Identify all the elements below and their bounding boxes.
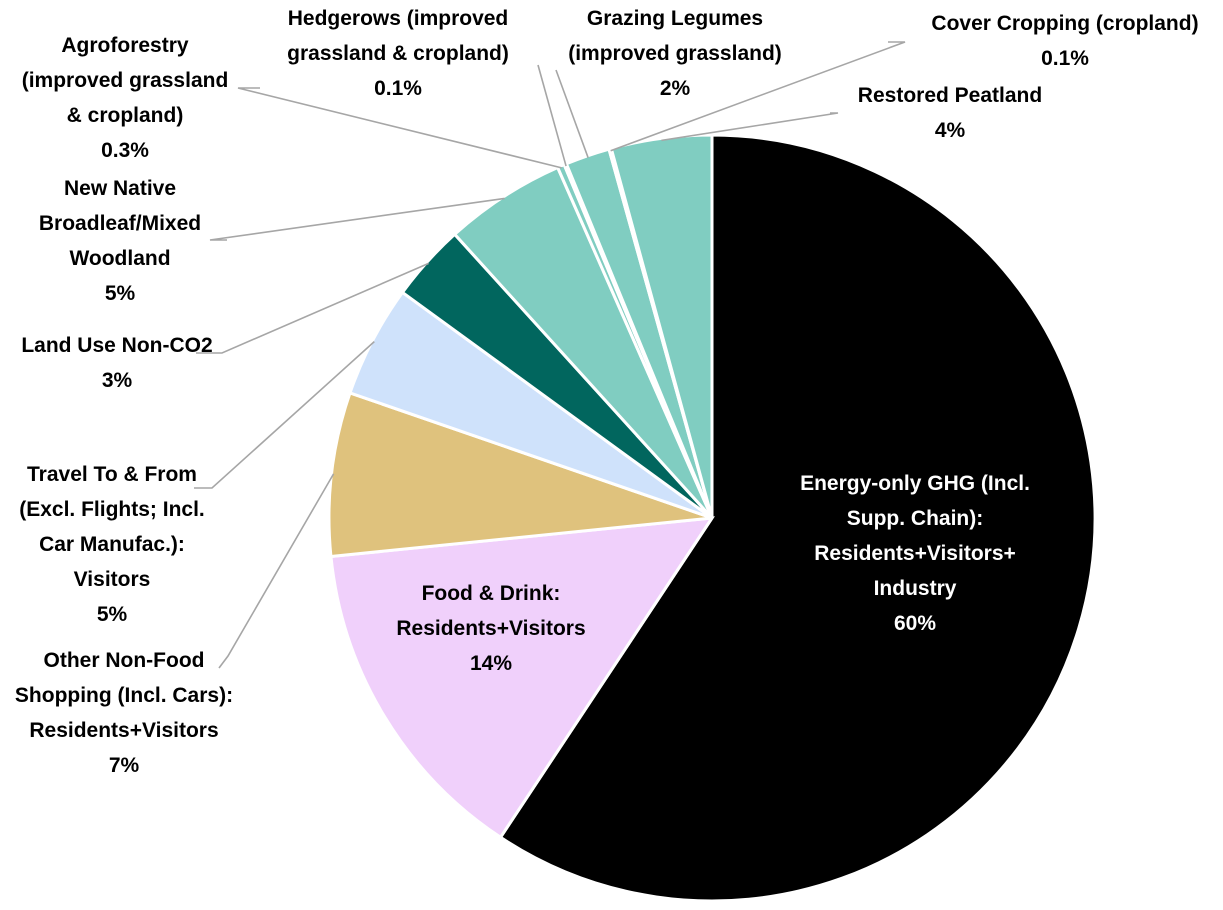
slice-label-line: Broadleaf/Mixed <box>39 212 201 235</box>
slice-percent-peatland: 4% <box>935 119 966 142</box>
slice-label-agroforestry: Agroforestry (improved grassland & croplan… <box>22 34 229 162</box>
slice-label-line: Residents+Visitors <box>396 617 585 640</box>
slice-label-line: & cropland) <box>67 104 184 127</box>
leader-line-legumes <box>555 69 589 158</box>
slice-label-line: Residents+Visitors+ <box>814 542 1016 565</box>
slice-label-line: Energy-only GHG (Incl. <box>800 472 1030 495</box>
slice-label-covercrop: Cover Cropping (cropland) 0.1% <box>931 12 1198 70</box>
leader-line-covercrop <box>610 41 906 152</box>
slice-labels: Energy-only GHG (Incl. Supp. Chain): Resid… <box>15 7 1199 777</box>
leader-line-hedgerows <box>537 64 567 167</box>
slice-label-line: (improved grassland) <box>568 42 782 65</box>
pie-slice-food <box>329 516 715 840</box>
slice-label-line: grassland & cropland) <box>287 42 509 65</box>
slice-label-travel: Travel To & From (Excl. Flights; Incl. Car… <box>19 463 205 626</box>
leader-line-agroforestry <box>237 87 562 169</box>
leader-line-peatland <box>661 112 839 142</box>
slice-percent-shopping: 7% <box>109 754 140 777</box>
pie-slice-shopping <box>327 390 713 559</box>
slice-label-line: New Native <box>64 177 176 200</box>
leader-line-landuse <box>196 262 429 354</box>
slice-label-line: Travel To & From <box>27 463 197 486</box>
slice-label-line: Supp. Chain): <box>847 507 983 530</box>
slice-label-line: Grazing Legumes <box>587 7 763 30</box>
slice-label-energy: Energy-only GHG (Incl. Supp. Chain): Resid… <box>800 472 1030 635</box>
slice-label-line: Woodland <box>69 247 170 270</box>
slice-label-line: Land Use Non-CO2 <box>21 334 212 357</box>
slice-percent-covercrop: 0.1% <box>1041 47 1089 70</box>
pie-slice-peatland <box>609 133 714 519</box>
slice-percent-landuse: 3% <box>102 369 133 392</box>
slice-label-line: (Excl. Flights; Incl. <box>19 498 205 521</box>
slice-label-line: Industry <box>874 577 957 600</box>
slice-label-legumes: Grazing Legumes (improved grassland) 2% <box>568 7 782 100</box>
slice-label-hedgerows: Hedgerows (improved grassland & cropland)… <box>287 7 509 100</box>
slice-percent-food: 14% <box>470 652 512 675</box>
slice-label-peatland: Restored Peatland 4% <box>858 84 1042 142</box>
slice-label-woodland: New Native Broadleaf/Mixed Woodland 5% <box>39 177 201 305</box>
slice-label-food: Food & Drink: Residents+Visitors 14% <box>396 582 585 675</box>
slice-percent-energy: 60% <box>894 612 936 635</box>
slice-label-line: Car Manufac.): <box>39 533 185 556</box>
leader-line-travel <box>194 341 375 489</box>
slice-label-line: Agroforestry <box>61 34 189 57</box>
slice-percent-woodland: 5% <box>105 282 136 305</box>
slice-percent-travel: 5% <box>97 603 128 626</box>
slice-percent-hedgerows: 0.1% <box>374 77 422 100</box>
leader-line-shopping <box>218 473 335 669</box>
slice-label-line: Other Non-Food <box>44 649 205 672</box>
slice-label-line: Cover Cropping (cropland) <box>931 12 1198 35</box>
slice-label-line: (improved grassland <box>22 69 229 92</box>
slice-label-line: Hedgerows (improved <box>288 7 509 30</box>
pie-slice-energy <box>498 133 1097 903</box>
slice-label-line: Shopping (Incl. Cars): <box>15 684 233 707</box>
slice-label-line: Visitors <box>74 568 151 591</box>
slice-label-line: Food & Drink: <box>422 582 561 605</box>
leader-lines <box>194 41 906 669</box>
slice-percent-legumes: 2% <box>660 77 691 100</box>
slice-percent-agroforestry: 0.3% <box>101 139 149 162</box>
slice-label-line: Residents+Visitors <box>29 719 218 742</box>
slice-label-shopping: Other Non-Food Shopping (Incl. Cars): Resi… <box>15 649 233 777</box>
leader-line-woodland <box>209 197 505 241</box>
slice-label-line: Restored Peatland <box>858 84 1042 107</box>
pie-slices <box>327 133 1097 903</box>
slice-label-landuse: Land Use Non-CO2 3% <box>21 334 212 392</box>
